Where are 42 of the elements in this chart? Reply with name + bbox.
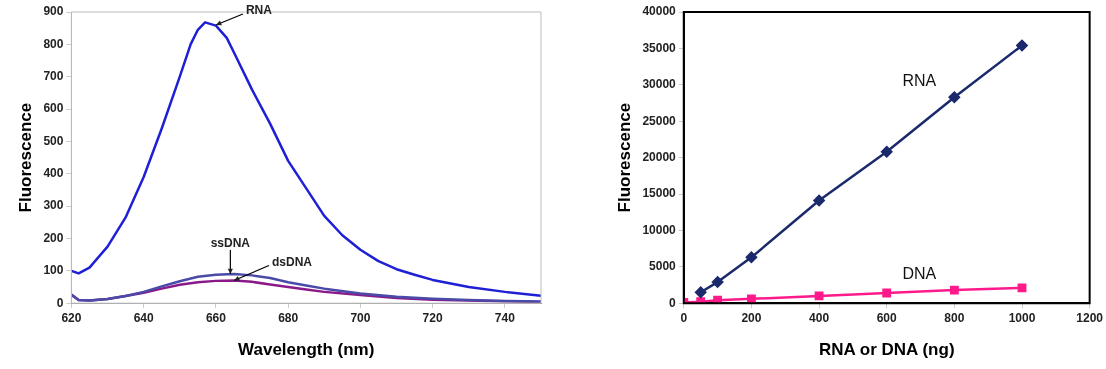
y-tick-label: 700: [43, 69, 64, 84]
x-tick-label: 740: [494, 310, 516, 325]
x-axis-title: Wavelength (nm): [238, 340, 375, 360]
y-tick-label: 200: [43, 230, 64, 245]
y-tick-label: 10000: [642, 222, 677, 237]
y-tick-label: 0: [669, 295, 677, 310]
x-tick-label: 600: [876, 310, 898, 325]
x-tick-label: 640: [133, 310, 154, 325]
y-tick-label: 900: [43, 4, 64, 19]
y-tick-label: 25000: [642, 113, 677, 128]
series-label: RNA: [902, 71, 937, 89]
y-tick-label: 600: [43, 101, 64, 116]
y-tick-label: 800: [43, 36, 64, 51]
y-tick-label: 40000: [642, 4, 677, 19]
y-tick-label: 5000: [649, 259, 677, 274]
x-tick-label: 0: [680, 310, 688, 325]
y-tick-label: 0: [56, 295, 64, 310]
y-tick-label: 100: [43, 263, 64, 278]
y-tick-label: 35000: [642, 40, 677, 55]
annotation: dsDNA: [271, 254, 313, 269]
x-tick-label: 400: [809, 310, 830, 325]
y-tick-label: 500: [43, 133, 64, 148]
y-tick-label: 30000: [642, 77, 677, 92]
annotation: RNA: [245, 3, 273, 18]
x-tick-label: 680: [278, 310, 299, 325]
x-tick-label: 700: [350, 310, 371, 325]
y-axis-title: Fluorescence: [614, 102, 634, 213]
x-tick-label: 1200: [1076, 310, 1104, 325]
x-tick-label: 1000: [1008, 310, 1036, 325]
x-axis-title: RNA or DNA (ng): [818, 340, 955, 360]
x-tick-label: 720: [422, 310, 443, 325]
x-tick-label: 620: [61, 310, 82, 325]
y-axis-title: Fluorescence: [15, 102, 35, 213]
y-tick-label: 400: [43, 166, 64, 181]
series-label: DNA: [902, 264, 937, 282]
y-tick-label: 300: [43, 198, 64, 213]
annotation: ssDNA: [210, 236, 251, 251]
x-tick-label: 800: [944, 310, 965, 325]
x-tick-label: 200: [741, 310, 762, 325]
x-tick-label: 660: [205, 310, 227, 325]
y-tick-label: 20000: [642, 149, 677, 164]
y-tick-label: 15000: [642, 186, 677, 201]
